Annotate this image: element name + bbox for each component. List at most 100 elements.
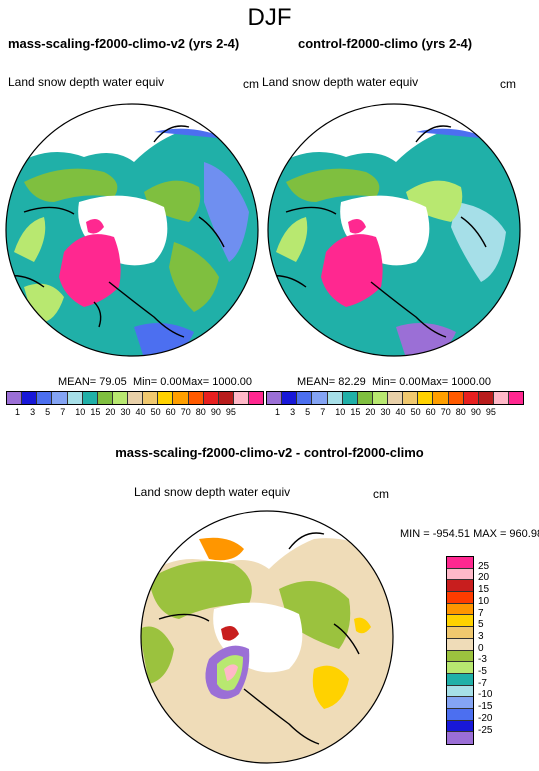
colorbar-swatch: [37, 392, 53, 404]
colorbar-swatch: [342, 392, 358, 404]
colorbar-label: 7: [478, 607, 484, 619]
panel3-colorbar-labels: 25 20 15 10 7 5 3 0 -3 -5 -7 -10 -15 -20 -25: [478, 556, 518, 746]
colorbar-swatch: [447, 708, 473, 721]
colorbar-label: -20: [478, 712, 493, 724]
colorbar-swatch: [249, 392, 264, 404]
colorbar-label: 1: [15, 407, 21, 417]
colorbar-swatch: [493, 392, 509, 404]
panel1-colorbar-labels: 1 3 5 7 10 15 20 30 40 50 60 70 80 90 95: [6, 407, 262, 419]
panel1-max: Max= 1000.00: [182, 376, 253, 388]
colorbar-swatch: [478, 392, 494, 404]
colorbar-label: 15: [478, 584, 490, 596]
colorbar-label: 20: [365, 407, 376, 417]
colorbar-swatch: [447, 638, 473, 651]
colorbar-swatch: [403, 392, 419, 404]
colorbar-swatch: [203, 392, 219, 404]
colorbar-label: 20: [105, 407, 116, 417]
panel3-minmax: MIN = -954.51 MAX = 960.98: [400, 528, 539, 540]
panel1-polar-map: [5, 103, 259, 357]
colorbar-swatch: [82, 392, 98, 404]
colorbar-label: 80: [455, 407, 466, 417]
colorbar-swatch: [372, 392, 388, 404]
colorbar-swatch: [267, 392, 283, 404]
colorbar-label: 70: [180, 407, 191, 417]
colorbar-label: -25: [478, 724, 493, 736]
panel2-variable-label: Land snow depth water equiv: [262, 75, 419, 89]
panel1-mean: MEAN= 79.05: [58, 376, 127, 388]
panel1-min: Min= 0.00: [133, 376, 182, 388]
colorbar-label: 7: [320, 407, 326, 417]
panel3-title: mass-scaling-f2000-climo-v2 - control-f2…: [115, 445, 424, 460]
colorbar-label: 60: [165, 407, 176, 417]
colorbar-swatch: [447, 580, 473, 593]
colorbar-swatch: [7, 392, 23, 404]
colorbar-label: 3: [478, 630, 484, 642]
panel2-colorbar-labels: 1 3 5 7 10 15 20 30 40 50 60 70 80 90 95: [266, 407, 522, 419]
colorbar-label: 10: [478, 595, 490, 607]
panel3-units-label: cm: [373, 487, 389, 501]
panel3-polar-map: [140, 510, 394, 764]
colorbar-label: 30: [380, 407, 391, 417]
panel1-colorbar: [6, 391, 264, 405]
colorbar-swatch: [509, 392, 524, 404]
panel1-title: mass-scaling-f2000-climo-v2 (yrs 2-4): [8, 36, 240, 51]
colorbar-swatch: [388, 392, 404, 404]
colorbar-swatch: [67, 392, 83, 404]
colorbar-label: 15: [90, 407, 101, 417]
colorbar-label: 20: [478, 572, 490, 584]
panel1-units-label: cm: [243, 77, 259, 91]
colorbar-swatch: [158, 392, 174, 404]
colorbar-label: 3: [30, 407, 36, 417]
colorbar-label: 50: [150, 407, 161, 417]
colorbar-label: -3: [478, 654, 487, 666]
colorbar-label: -7: [478, 677, 487, 689]
colorbar-swatch: [52, 392, 68, 404]
colorbar-swatch: [143, 392, 159, 404]
colorbar-label: 10: [75, 407, 86, 417]
colorbar-label: 95: [225, 407, 236, 417]
colorbar-label: -10: [478, 689, 493, 701]
colorbar-label: 7: [60, 407, 66, 417]
colorbar-label: 80: [195, 407, 206, 417]
colorbar-label: 5: [305, 407, 311, 417]
colorbar-swatch: [433, 392, 449, 404]
colorbar-swatch: [112, 392, 128, 404]
panel2-title: control-f2000-climo (yrs 2-4): [298, 36, 473, 51]
colorbar-swatch: [282, 392, 298, 404]
colorbar-label: 90: [210, 407, 221, 417]
colorbar-swatch: [233, 392, 249, 404]
panel2-colorbar: [266, 391, 524, 405]
colorbar-label: 1: [275, 407, 281, 417]
colorbar-swatch: [447, 557, 473, 569]
panel3-variable-label: Land snow depth water equiv: [134, 485, 291, 499]
panel3-colorbar: [446, 556, 474, 745]
colorbar-swatch: [188, 392, 204, 404]
colorbar-swatch: [447, 685, 473, 698]
colorbar-swatch: [327, 392, 343, 404]
colorbar-label: 5: [45, 407, 51, 417]
colorbar-label: -5: [478, 666, 487, 677]
colorbar-swatch: [447, 673, 473, 686]
panel1-variable-label: Land snow depth water equiv: [8, 75, 165, 89]
colorbar-swatch: [297, 392, 313, 404]
colorbar-label: 60: [425, 407, 436, 417]
colorbar-swatch: [447, 697, 473, 709]
colorbar-swatch: [447, 650, 473, 663]
colorbar-label: -15: [478, 701, 493, 713]
panel2-min: Min= 0.00: [372, 376, 421, 388]
colorbar-swatch: [447, 603, 473, 616]
colorbar-label: 0: [478, 642, 484, 654]
panel2-polar-map: [267, 103, 521, 357]
colorbar-swatch: [447, 568, 473, 581]
colorbar-swatch: [218, 392, 234, 404]
colorbar-swatch: [418, 392, 434, 404]
colorbar-swatch: [447, 732, 473, 744]
colorbar-label: 25: [478, 560, 490, 572]
colorbar-swatch: [173, 392, 189, 404]
colorbar-swatch: [463, 392, 479, 404]
colorbar-swatch: [128, 392, 144, 404]
colorbar-label: 90: [470, 407, 481, 417]
colorbar-label: 70: [440, 407, 451, 417]
colorbar-label: 95: [485, 407, 496, 417]
panel2-max: Max= 1000.00: [421, 376, 492, 388]
